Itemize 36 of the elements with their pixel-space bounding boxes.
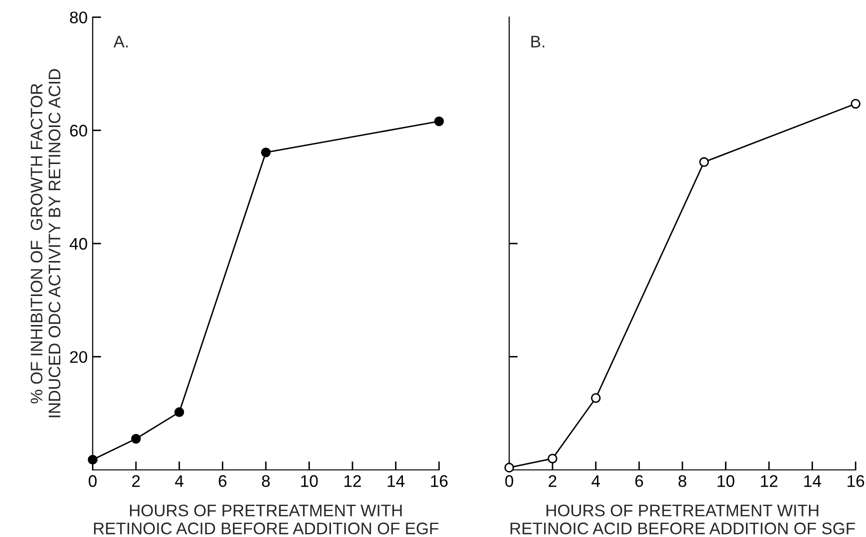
x-tick-label: 16	[848, 475, 864, 487]
y-tick-label: 80	[70, 12, 88, 24]
point	[174, 407, 184, 418]
point	[699, 157, 709, 167]
x-tick-label: 8	[262, 475, 270, 487]
x-tick-label: 0	[505, 475, 514, 487]
x-tick-label: 8	[678, 475, 686, 487]
x-tick-label: 4	[175, 475, 184, 487]
y-axis-title: % OF INHIBITION OF GROWTH FACTOR INDUCED ODC ACTIVITY BY RETINOIC ACID	[30, 69, 60, 418]
x-tick-label: 16	[431, 475, 448, 487]
x-tick-label: 12	[344, 475, 361, 487]
x-tick-label: 0	[88, 475, 97, 487]
x-axis-title: HOURS OF PRETREATMENT WITH RETINOIC ACID BEFORE ADDITION OF EGF	[94, 504, 438, 534]
x-tick-label: 10	[718, 475, 734, 487]
point	[131, 434, 141, 444]
x-axis-title: HOURS OF PRETREATMENT WITH RETINOIC ACID BEFORE ADDITION OF SGF	[510, 504, 855, 534]
point	[88, 454, 98, 465]
point	[850, 98, 860, 109]
x-tick-label: 2	[548, 475, 556, 487]
x-tick-label: 12	[761, 475, 778, 487]
x-tick-label: 2	[132, 475, 140, 487]
point	[548, 454, 558, 464]
x-tick-label: 4	[592, 475, 600, 487]
x-tick-label: 10	[301, 475, 318, 487]
x-tick-label: 14	[804, 475, 822, 487]
x-tick-label: 14	[388, 475, 405, 487]
point	[261, 148, 271, 158]
y-tick-label: 20	[70, 351, 88, 363]
point	[434, 116, 444, 126]
point	[590, 393, 601, 403]
y-tick-label: 40	[70, 238, 88, 250]
annotation: A.	[113, 36, 128, 48]
y-tick-label: 60	[70, 124, 88, 137]
x-tick-label: 6	[218, 475, 226, 487]
annotation: B.	[531, 36, 544, 48]
x-tick-label: 6	[635, 475, 644, 487]
